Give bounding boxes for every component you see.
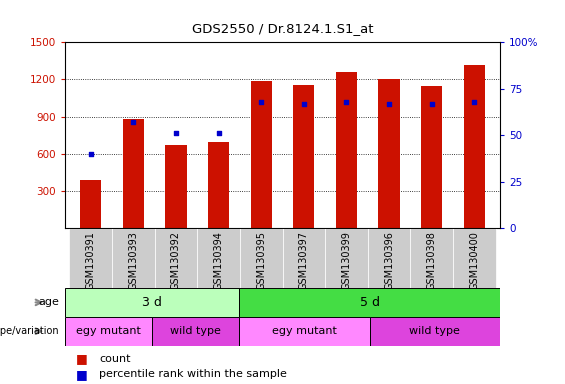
Point [86, 151, 95, 157]
Text: GSM130394: GSM130394 [214, 232, 224, 290]
Text: GDS2550 / Dr.8124.1.S1_at: GDS2550 / Dr.8124.1.S1_at [192, 22, 373, 35]
Bar [368, 228, 410, 288]
Bar [240, 228, 282, 288]
Bar [165, 145, 186, 228]
Text: GSM130397: GSM130397 [299, 232, 309, 290]
Bar [293, 85, 315, 228]
Bar [336, 72, 357, 228]
Point [299, 101, 308, 107]
Text: ■: ■ [76, 368, 88, 381]
Text: GSM130399: GSM130399 [341, 232, 351, 290]
Point [385, 101, 394, 107]
Bar [123, 119, 144, 228]
Bar [155, 228, 197, 288]
Bar [197, 228, 240, 288]
Bar [464, 65, 485, 228]
Bar [282, 228, 325, 288]
Bar [379, 79, 400, 228]
Text: percentile rank within the sample: percentile rank within the sample [99, 369, 287, 379]
Point [171, 131, 180, 137]
Point [214, 131, 223, 137]
Text: egy mutant: egy mutant [76, 326, 141, 336]
Text: GSM130393: GSM130393 [128, 232, 138, 290]
Text: GSM130395: GSM130395 [256, 232, 266, 290]
Text: GSM130400: GSM130400 [470, 232, 480, 290]
Text: GSM130396: GSM130396 [384, 232, 394, 290]
Text: 5 d: 5 d [359, 296, 380, 309]
Point [470, 99, 479, 105]
Point [342, 99, 351, 105]
Point [129, 119, 138, 126]
Bar [325, 228, 368, 288]
Point [427, 101, 436, 107]
Text: GSM130398: GSM130398 [427, 232, 437, 290]
Text: GSM130392: GSM130392 [171, 232, 181, 290]
Text: wild type: wild type [170, 326, 221, 336]
Text: count: count [99, 354, 131, 364]
Text: genotype/variation: genotype/variation [0, 326, 59, 336]
Bar [65, 317, 152, 346]
Text: wild type: wild type [409, 326, 460, 336]
Bar [453, 228, 496, 288]
Text: 3 d: 3 d [142, 296, 162, 309]
Bar [69, 228, 112, 288]
Bar [80, 180, 101, 228]
Bar [152, 317, 239, 346]
Point [257, 99, 266, 105]
Bar [250, 81, 272, 228]
Bar [370, 317, 500, 346]
Text: GSM130391: GSM130391 [85, 232, 95, 290]
Bar [410, 228, 453, 288]
Bar [239, 288, 500, 317]
Bar [65, 288, 239, 317]
Text: egy mutant: egy mutant [272, 326, 337, 336]
Bar [421, 86, 442, 228]
Bar [208, 142, 229, 228]
Bar [239, 317, 370, 346]
Text: ■: ■ [76, 353, 88, 366]
Text: age: age [38, 297, 59, 308]
Bar [112, 228, 155, 288]
